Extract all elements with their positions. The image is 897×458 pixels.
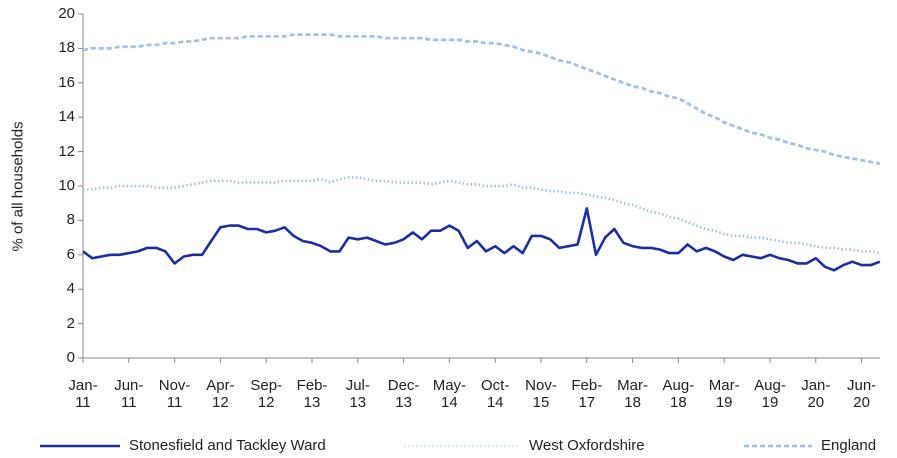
x-tick-label: Feb-13 xyxy=(296,377,328,411)
x-tick-label: Aug-18 xyxy=(662,377,695,411)
series-line xyxy=(82,207,881,272)
y-tick-label: 10 xyxy=(58,177,75,194)
y-tick-label: 2 xyxy=(66,314,75,332)
x-tick-label: Sep-12 xyxy=(250,377,283,411)
x-tick-label: Mar-19 xyxy=(708,377,740,411)
x-tick-label: Oct-14 xyxy=(481,377,510,411)
x-tick-label: Aug-19 xyxy=(754,377,786,411)
x-tick-label: Jun-20 xyxy=(847,377,877,411)
x-tick-label: Jan-20 xyxy=(801,377,831,411)
y-tick-label: 18 xyxy=(58,39,75,57)
x-tick-label: Jul-13 xyxy=(345,377,370,411)
x-tick-label: Mar-18 xyxy=(617,377,648,411)
y-tick-label: 4 xyxy=(66,280,75,298)
y-tick-label: 20 xyxy=(58,5,75,22)
x-tick-label: Jan-11 xyxy=(68,377,98,411)
x-tick-label: Feb-17 xyxy=(571,377,603,411)
x-tick-label: Nov-11 xyxy=(158,377,191,411)
y-tick-label: 8 xyxy=(66,211,75,229)
legend-label: England xyxy=(821,437,877,454)
legend-label: Stonesfield and Tackley Ward xyxy=(129,437,326,454)
x-tick-label: Dec-13 xyxy=(387,377,420,411)
y-tick-label: 6 xyxy=(66,245,75,263)
y-tick-label: 14 xyxy=(58,108,75,126)
y-tick-label: 16 xyxy=(58,73,75,91)
x-tick-label: Apr-12 xyxy=(206,377,235,411)
y-axis-label: % of all households xyxy=(9,121,27,252)
x-tick-label: Nov-15 xyxy=(525,377,557,411)
series-line xyxy=(82,33,881,165)
legend-label: West Oxfordshire xyxy=(529,437,645,454)
x-tick-label: May-14 xyxy=(432,377,467,411)
x-tick-label: Jun-11 xyxy=(114,377,144,411)
series-line xyxy=(83,176,881,255)
y-tick-label: 0 xyxy=(66,349,75,366)
y-tick-label: 12 xyxy=(58,142,75,160)
